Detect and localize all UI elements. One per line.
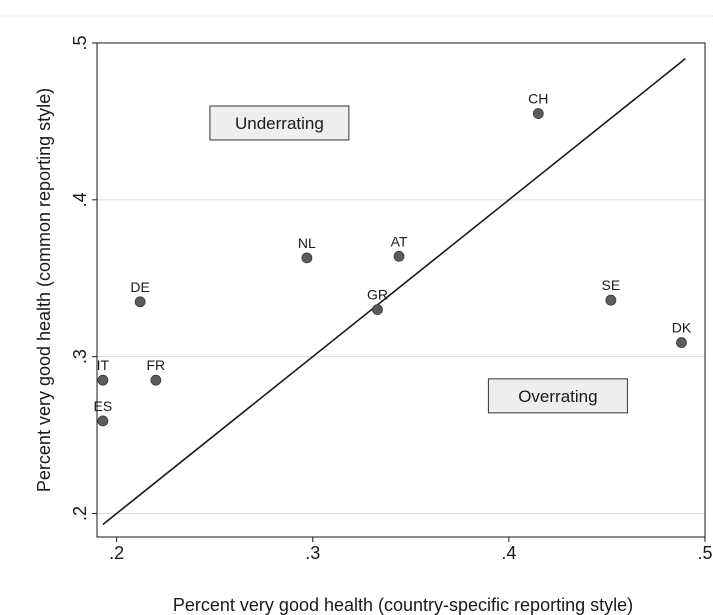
point-label-at: AT: [391, 233, 408, 249]
point-label-es: ES: [94, 398, 113, 414]
underrating-box: [209, 105, 350, 141]
y-tick-label-0: .2: [70, 506, 90, 521]
diagonal-line: [102, 58, 686, 526]
x-axis-label: Percent very good health (country-specif…: [173, 595, 633, 615]
x-tick-label-0: .2: [109, 543, 124, 563]
point-fr: [150, 374, 162, 386]
point-at: [393, 250, 405, 262]
data-points: CH NL AT DE GR SE DK IT FR ES: [94, 91, 692, 427]
y-tick-label-3: .5: [70, 35, 90, 50]
overrating-label: Overrating: [518, 387, 597, 406]
point-nl: [301, 252, 313, 264]
point-label-de: DE: [130, 279, 149, 295]
underrating-label: Underrating: [235, 114, 324, 133]
point-dk: [676, 337, 687, 348]
reference-line: [102, 58, 686, 526]
axis-ticks: .2 .3 .4 .5 .2 .3 .4 .5: [70, 35, 713, 563]
point-label-gr: GR: [367, 287, 388, 303]
y-axis-label: Percent very good health (common reporti…: [34, 88, 54, 492]
point-label-nl: NL: [298, 235, 316, 251]
y-tick-label-1: .3: [70, 349, 90, 364]
x-tick-label-3: .5: [697, 543, 712, 563]
point-se: [605, 294, 617, 306]
point-ch: [532, 108, 544, 119]
point-es: [97, 415, 109, 427]
point-gr: [372, 304, 383, 316]
point-de: [134, 296, 146, 308]
point-label-dk: DK: [672, 320, 692, 336]
point-it: [97, 374, 109, 386]
x-tick-label-1: .3: [305, 543, 320, 563]
y-tick-label-2: .4: [70, 192, 90, 207]
overrating-box: [487, 378, 628, 414]
point-label-se: SE: [602, 277, 621, 293]
point-label-ch: CH: [528, 91, 548, 107]
plot-frame: [96, 42, 706, 538]
x-tick-label-2: .4: [501, 543, 516, 563]
point-label-fr: FR: [147, 357, 166, 373]
point-label-it: IT: [97, 357, 110, 373]
annotation-boxes: Underrating Overrating: [209, 105, 628, 414]
